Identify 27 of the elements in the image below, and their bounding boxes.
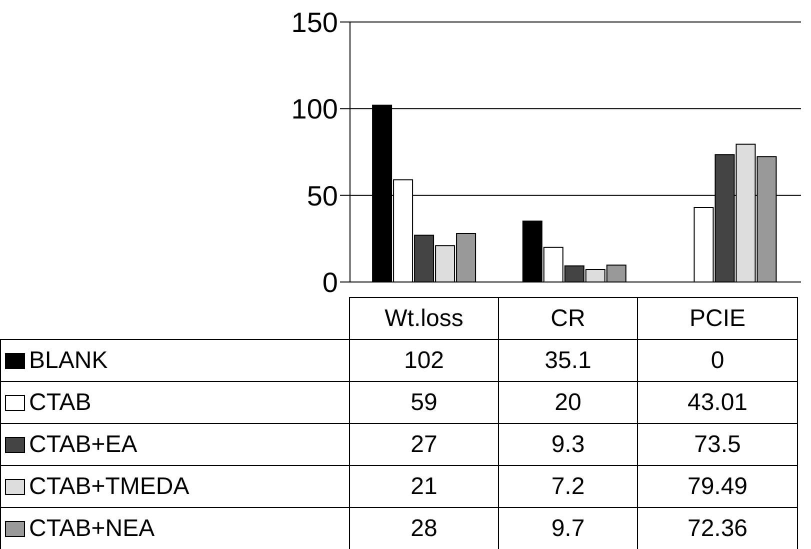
data-label: 73.5	[637, 423, 798, 466]
data-label: 9.7	[498, 507, 638, 549]
data-label: 9.3	[498, 423, 638, 466]
legend-label: CTAB	[28, 388, 92, 416]
data-label: 28	[349, 507, 499, 549]
data-label: 72.36	[637, 507, 798, 549]
data-label: 102	[349, 339, 499, 382]
y-tick-label: 50	[306, 180, 338, 212]
data-label: 35.1	[498, 339, 638, 382]
legend-label: CTAB+EA	[28, 430, 138, 458]
legend-label: CTAB+TMEDA	[28, 472, 190, 500]
y-tick-label: 100	[291, 94, 338, 125]
x-tick-label: Wt.loss	[349, 297, 499, 340]
data-label: 21	[349, 465, 499, 508]
data-label: 27	[349, 423, 499, 466]
y-tick-label: 150	[291, 6, 338, 38]
data-label: 79.49	[637, 465, 798, 508]
data-label: 20	[498, 381, 638, 424]
legend-label: CTAB+NEA	[28, 514, 155, 542]
x-tick-label: PCIE	[637, 297, 798, 340]
data-label: 7.2	[498, 465, 638, 508]
x-tick-label: CR	[498, 297, 638, 340]
data-label: 59	[349, 381, 499, 424]
y-tick-label: 0	[322, 266, 338, 298]
data-label: 0	[637, 339, 798, 382]
data-label: 43.01	[637, 381, 798, 424]
legend-label: BLANK	[28, 346, 108, 374]
